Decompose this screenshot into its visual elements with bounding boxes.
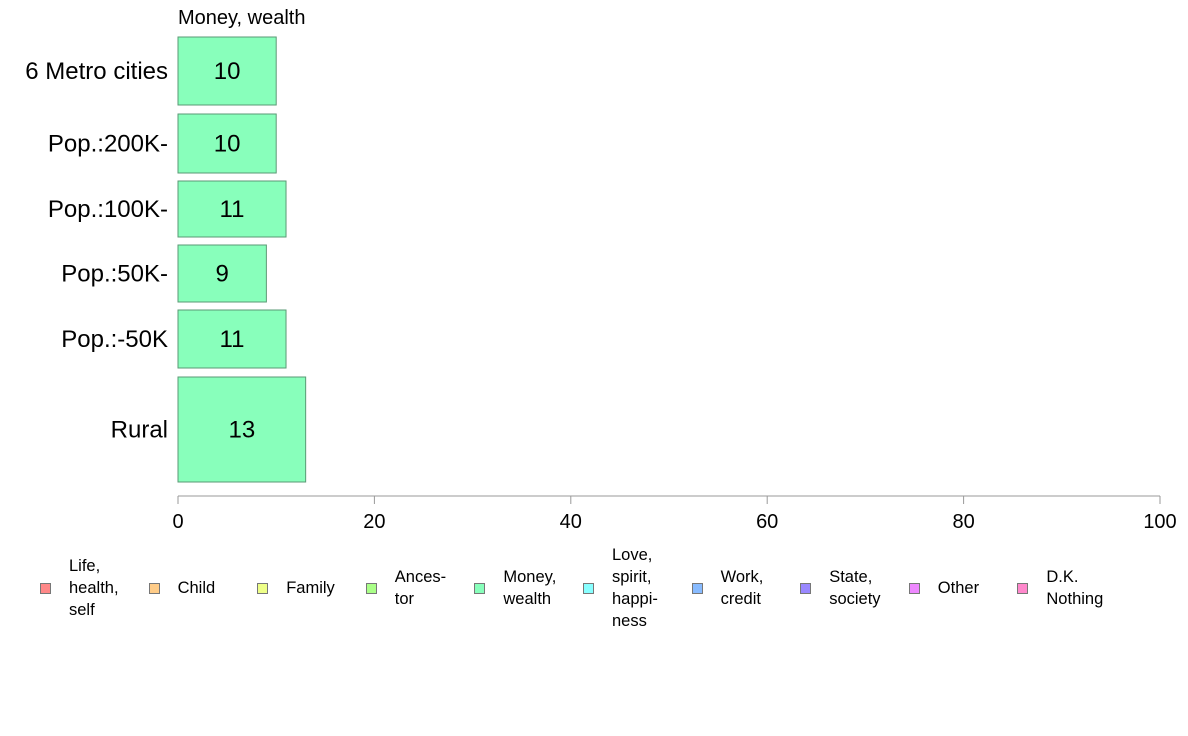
- bar: [177, 376, 307, 483]
- bar: [177, 36, 277, 106]
- x-tick-label: 60: [756, 511, 778, 533]
- legend-swatch: [908, 582, 920, 594]
- legend-item: State, society: [800, 545, 881, 631]
- legend-swatch: [40, 582, 51, 594]
- legend-item: Family: [257, 545, 335, 631]
- bar-value-label: 10: [214, 131, 241, 158]
- x-tick-label: 80: [952, 511, 974, 533]
- bar: [177, 309, 287, 369]
- bar: [177, 113, 277, 174]
- legend-label: Work, credit: [720, 568, 764, 608]
- legend-item: D.K. Nothing: [1017, 545, 1103, 631]
- legend-swatch: [474, 582, 486, 594]
- legend-swatch: [1017, 582, 1029, 594]
- bar-value-label: 9: [216, 261, 229, 288]
- bars: 10 6 Metro cities 10 Pop.:200K- 11 Pop.:100K-…: [25, 36, 307, 483]
- category-label: Pop.:50K-: [61, 261, 168, 288]
- legend-swatch: [257, 582, 269, 594]
- bar-value-label: 10: [214, 58, 241, 85]
- x-tick-label: 20: [363, 511, 385, 533]
- x-tick-label: 100: [1143, 511, 1176, 533]
- legend-label: Love, spirit, happi- ness: [612, 546, 658, 630]
- legend-label: Life, health, self: [69, 557, 119, 619]
- bar-value-label: 13: [228, 417, 255, 444]
- legend-item: Love, spirit, happi- ness: [583, 545, 658, 631]
- legend-item: Work, credit: [691, 545, 764, 631]
- bar: [177, 180, 287, 238]
- bar: [177, 244, 267, 303]
- legend-label: Other: [937, 579, 980, 597]
- legend-label: D.K. Nothing: [1046, 568, 1104, 608]
- x-tick-label: 0: [172, 511, 183, 533]
- legend-swatch: [800, 582, 812, 594]
- legend-label: Child: [177, 579, 216, 597]
- category-label: Pop.:100K-: [48, 196, 168, 223]
- x-axis: 0 20 40 60 80 100: [172, 495, 1177, 533]
- x-tick-label: 40: [560, 511, 582, 533]
- legend-item: Money, wealth: [474, 545, 556, 631]
- legend-label: Ances- tor: [394, 568, 447, 608]
- legend-item: Life, health, self: [40, 545, 119, 631]
- category-label: 6 Metro cities: [25, 58, 168, 85]
- bar-value-label: 11: [220, 326, 245, 353]
- bar-value-label: 11: [220, 196, 245, 223]
- legend-swatch: [691, 582, 703, 594]
- legend-label: Family: [286, 579, 335, 597]
- chart-title: Money, wealth: [178, 7, 305, 29]
- legend-label: Money, wealth: [503, 568, 557, 608]
- category-label: Pop.:-50K: [61, 326, 168, 353]
- legend-item: Other: [908, 545, 980, 631]
- legend-swatch: [583, 582, 594, 594]
- category-label: Rural: [111, 417, 168, 444]
- legend-item: Child: [148, 545, 216, 631]
- legend-label: State, society: [829, 568, 881, 608]
- legend-item: Ances- tor: [365, 545, 447, 631]
- legend: Life, health, self Child Family Ances- tor M…: [40, 545, 1160, 635]
- category-label: Pop.:200K-: [48, 131, 168, 158]
- legend-swatch: [148, 582, 160, 594]
- legend-swatch: [365, 582, 377, 594]
